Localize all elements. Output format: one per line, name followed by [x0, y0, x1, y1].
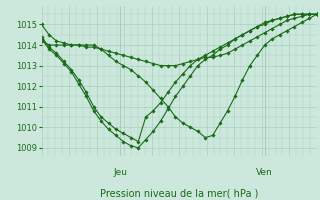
Text: Jeu: Jeu: [113, 168, 127, 177]
Text: Ven: Ven: [256, 168, 273, 177]
Text: Pression niveau de la mer( hPa ): Pression niveau de la mer( hPa ): [100, 189, 258, 199]
